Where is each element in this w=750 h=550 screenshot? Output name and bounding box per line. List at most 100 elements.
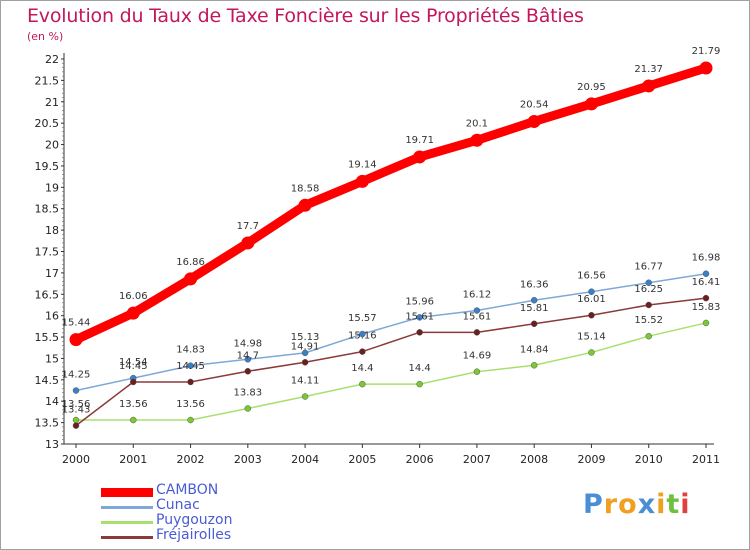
logo-letter: i [680, 489, 691, 520]
data-point-cunac [416, 314, 423, 321]
logo-letter: t [666, 489, 681, 520]
data-label-cambon: 16.06 [119, 291, 148, 302]
data-point-cambon [527, 114, 541, 128]
data-label-puygouzon: 14.11 [291, 376, 320, 387]
data-label-cambon: 15.44 [62, 318, 91, 329]
legend-label: Cunac [156, 497, 200, 513]
y-tick-label: 14 [45, 395, 59, 408]
data-point-fréjairolles [130, 378, 137, 386]
data-point-puygouzon [416, 380, 423, 388]
x-tick-label: 2011 [692, 453, 720, 466]
data-point-cambon [470, 133, 484, 147]
data-point-fréjairolles [473, 329, 481, 336]
y-tick-label: 15.5 [35, 331, 60, 344]
y-tick-label: 21 [45, 96, 59, 109]
data-label-fréjairolles: 14.7 [237, 350, 259, 361]
data-label-fréjairolles: 15.61 [405, 311, 434, 322]
data-point-cunac [702, 270, 710, 277]
data-point-fréjairolles [301, 359, 309, 366]
data-point-fréjairolles [187, 378, 194, 386]
data-label-cambon: 21.37 [634, 64, 663, 75]
y-tick-label: 20 [45, 139, 59, 152]
data-label-fréjairolles: 14.91 [291, 341, 320, 352]
data-label-cambon: 20.54 [520, 99, 549, 110]
x-tick-label: 2009 [577, 453, 605, 466]
data-label-cunac: 16.36 [520, 279, 549, 290]
y-tick-label: 18.5 [35, 203, 60, 216]
data-point-cunac [72, 387, 80, 394]
x-tick-label: 2003 [234, 453, 262, 466]
data-label-cunac: 14.98 [233, 338, 262, 349]
data-label-cunac: 16.98 [692, 253, 721, 264]
y-tick-label: 18 [45, 224, 59, 237]
series-line-puygouzon [75, 322, 707, 421]
data-label-cunac: 15.13 [291, 332, 320, 343]
data-point-cunac [187, 362, 194, 369]
data-label-fréjairolles: 15.16 [348, 331, 377, 342]
data-point-cunac [301, 349, 309, 357]
legend-swatch [101, 488, 153, 497]
legend-swatch [101, 521, 153, 524]
y-tick-label: 19.5 [35, 160, 60, 173]
legend-label: Fréjairolles [156, 527, 232, 543]
data-point-cambon [584, 97, 598, 111]
data-point-cambon [298, 198, 312, 212]
data-label-cambon: 18.58 [291, 183, 320, 194]
data-point-cambon [184, 272, 198, 286]
data-point-cunac [473, 307, 481, 314]
data-point-cambon [642, 79, 656, 93]
series-line-cunac [75, 272, 707, 392]
data-label-puygouzon: 14.4 [351, 363, 373, 374]
data-label-cambon: 20.95 [577, 82, 606, 93]
data-label-cambon: 19.71 [405, 135, 434, 146]
data-point-puygouzon [645, 332, 652, 340]
data-point-cunac [359, 330, 366, 338]
data-label-cunac: 14.83 [176, 345, 205, 356]
data-label-cunac: 14.54 [119, 357, 148, 368]
data-point-fréjairolles [645, 301, 652, 309]
chart-title: Evolution du Taux de Taxe Foncière sur l… [27, 5, 584, 27]
y-tick-label: 19 [45, 181, 59, 194]
data-label-fréjairolles: 16.25 [634, 284, 663, 295]
data-point-fréjairolles [244, 368, 252, 375]
data-label-cunac: 14.25 [62, 370, 91, 381]
y-tick-label: 16 [45, 310, 59, 323]
x-tick-label: 2006 [406, 453, 434, 466]
series-line-cambon [71, 63, 711, 345]
data-point-cambon [699, 61, 713, 75]
logo-letter: P [583, 489, 604, 520]
data-label-cunac: 15.96 [405, 296, 434, 307]
data-point-puygouzon [130, 416, 137, 424]
data-label-fréjairolles: 14.45 [119, 361, 148, 372]
data-label-puygouzon: 13.56 [176, 399, 205, 410]
y-tick-label: 13 [45, 438, 59, 451]
data-point-puygouzon [359, 380, 366, 388]
y-tick-label: 15 [45, 352, 59, 365]
data-point-cunac [588, 288, 595, 295]
data-label-cambon: 20.1 [466, 118, 488, 129]
data-label-cambon: 19.14 [348, 159, 377, 170]
y-tick-label: 16.5 [35, 288, 60, 301]
data-label-puygouzon: 13.56 [119, 399, 148, 410]
data-point-fréjairolles [416, 329, 423, 336]
data-label-cunac: 15.57 [348, 313, 377, 324]
data-label-puygouzon: 15.14 [577, 331, 606, 342]
data-point-fréjairolles [702, 294, 710, 302]
data-point-fréjairolles [530, 320, 538, 328]
legend-label: CAMBON [156, 482, 219, 498]
data-label-puygouzon: 15.52 [634, 315, 663, 326]
series-line-fréjairolles [75, 297, 707, 427]
data-label-puygouzon: 14.4 [409, 363, 431, 374]
data-label-puygouzon: 13.83 [233, 387, 262, 398]
data-point-cunac [530, 297, 538, 304]
data-point-cambon [241, 236, 255, 250]
data-point-puygouzon [301, 393, 309, 400]
legend-swatch [101, 506, 153, 509]
data-label-cunac: 16.12 [463, 290, 492, 301]
logo-letter: i [656, 489, 667, 520]
y-tick-label: 21.5 [35, 74, 60, 87]
data-label-puygouzon: 13.56 [62, 399, 91, 410]
y-tick-label: 17 [45, 267, 59, 280]
data-label-puygouzon: 15.83 [692, 302, 721, 313]
